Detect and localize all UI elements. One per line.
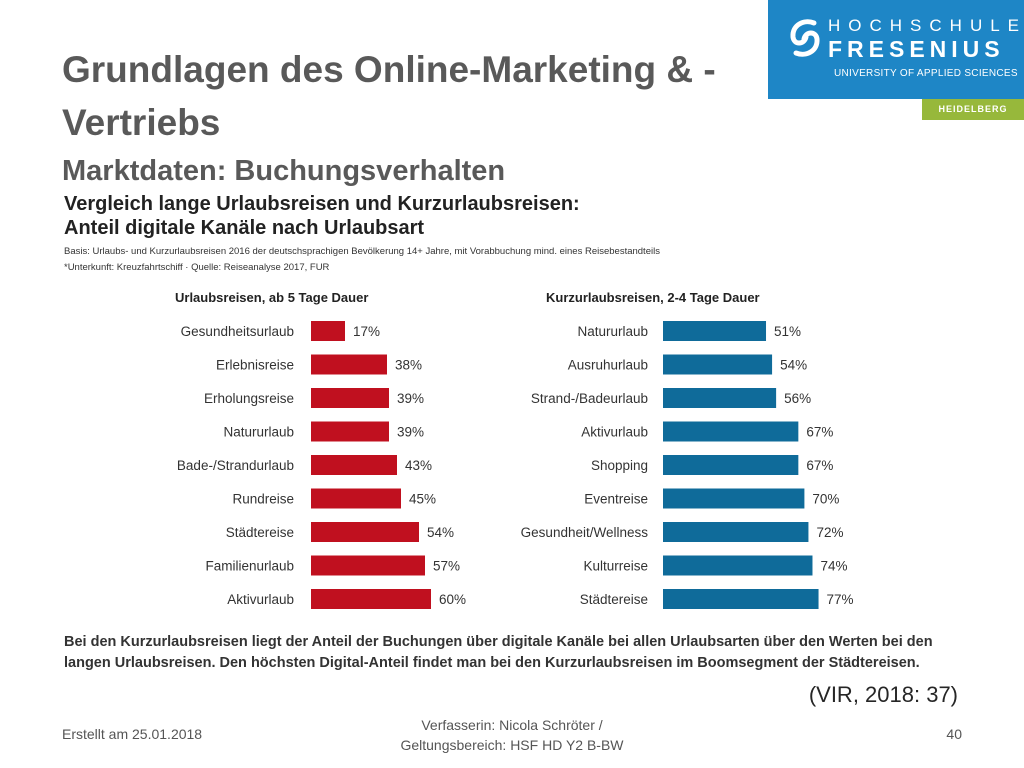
urlaubsreisen-category-label: Erlebnisreise (216, 358, 294, 373)
kurzurlaubsreisen-category-label: Strand-/Badeurlaub (531, 391, 648, 406)
kurzurlaubsreisen-category-label: Eventreise (584, 492, 648, 507)
kurzurlaubsreisen-category-label: Aktivurlaub (581, 425, 648, 440)
kurzurlaubsreisen-category-label: Kulturreise (583, 559, 648, 574)
kurzurlaubsreisen-category-label: Natururlaub (577, 324, 648, 339)
footer-author-line1: Verfasserin: Nicola Schröter / (421, 717, 603, 733)
kurzurlaubsreisen-bar (663, 321, 767, 341)
kurzurlaubsreisen-value-label: 51% (774, 324, 801, 339)
urlaubsreisen-bar (311, 455, 397, 475)
chart-basis-note: Basis: Urlaubs- und Kurzurlaubsreisen 20… (64, 246, 660, 257)
kurzurlaubsreisen-category-label: Shopping (591, 458, 648, 473)
slide-title: Grundlagen des Online-Marketing & -Vertr… (62, 49, 716, 143)
kurzurlaubsreisen-bar (663, 522, 809, 542)
urlaubsreisen-bar (311, 388, 389, 408)
kurzurlaubsreisen-bar (663, 488, 805, 509)
university-logo: HOCHSCHULE FRESENIUS UNIVERSITY OF APPLI… (768, 0, 1024, 99)
kurzurlaubsreisen-value-label: 54% (780, 358, 807, 373)
footer-created-date: Erstellt am 25.01.2018 (62, 726, 203, 742)
kurzurlaubsreisen-value-label: 77% (827, 592, 854, 607)
kurzurlaubsreisen-chart-title: Kurzurlaubsreisen, 2-4 Tage Dauer (546, 290, 760, 305)
footer-author-line2: Geltungsbereich: HSF HD Y2 B-BW (400, 737, 624, 754)
urlaubsreisen-value-label: 57% (433, 559, 460, 574)
kurzurlaubsreisen-value-label: 70% (812, 492, 839, 507)
kurzurlaubsreisen-value-label: 67% (806, 458, 833, 473)
kurzurlaubsreisen-bar (663, 455, 799, 475)
kurzurlaubsreisen-value-label: 74% (820, 559, 847, 574)
urlaubsreisen-category-label: Familienurlaub (205, 559, 294, 574)
urlaubsreisen-category-label: Aktivurlaub (227, 592, 294, 607)
kurzurlaubsreisen-bar (663, 589, 819, 609)
footer-page-number: 40 (946, 726, 962, 742)
logo-text-university: UNIVERSITY OF APPLIED SCIENCES (834, 68, 1018, 79)
urlaubsreisen-chart-title: Urlaubsreisen, ab 5 Tage Dauer (175, 290, 368, 305)
slide-subtitle: Marktdaten: Buchungsverhalten (62, 155, 506, 187)
urlaubsreisen-category-label: Natururlaub (223, 425, 294, 440)
urlaubsreisen-bar (311, 321, 345, 341)
urlaubsreisen-category-label: Rundreise (232, 492, 294, 507)
kurzurlaubsreisen-category-label: Gesundheit/Wellness (521, 525, 649, 540)
urlaubsreisen-bar (311, 589, 431, 609)
chart-heading: Vergleich lange Urlaubsreisen und Kurzur… (64, 192, 580, 240)
urlaubsreisen-category-label: Erholungsreise (204, 391, 294, 406)
kurzurlaubsreisen-value-label: 72% (816, 525, 843, 540)
logo-text-hochschule: HOCHSCHULE (828, 16, 1024, 35)
kurzurlaubsreisen-value-label: 56% (784, 391, 811, 406)
urlaubsreisen-bar (311, 354, 387, 375)
urlaubsreisen-value-label: 39% (397, 425, 424, 440)
urlaubsreisen-value-label: 45% (409, 492, 436, 507)
chart-heading-line2: Anteil digitale Kanäle nach Urlaubsart (64, 217, 425, 239)
campus-tag: HEIDELBERG (922, 99, 1024, 120)
urlaubsreisen-value-label: 60% (439, 592, 466, 607)
urlaubsreisen-value-label: 43% (405, 458, 432, 473)
kurzurlaubsreisen-bar (663, 555, 813, 576)
urlaubsreisen-bar (311, 488, 401, 509)
urlaubsreisen-value-label: 39% (397, 391, 424, 406)
logo-text-fresenius: FRESENIUS (828, 36, 1005, 62)
urlaubsreisen-value-label: 54% (427, 525, 454, 540)
summary-text: Bei den Kurzurlaubsreisen liegt der Ante… (64, 634, 933, 671)
chart-heading-line1: Vergleich lange Urlaubsreisen und Kurzur… (64, 193, 580, 215)
kurzurlaubsreisen-bar (663, 421, 799, 442)
kurzurlaubsreisen-category-label: Städtereise (580, 592, 648, 607)
urlaubsreisen-category-label: Städtereise (226, 525, 294, 540)
citation: (VIR, 2018: 37) (808, 682, 958, 707)
chart-source-note: *Unterkunft: Kreuzfahrtschiff · Quelle: … (64, 262, 330, 273)
footer-author: Verfasserin: Nicola Schröter / Geltungsb… (372, 715, 652, 756)
urlaubsreisen-category-label: Bade-/Strandurlaub (177, 458, 294, 473)
urlaubsreisen-value-label: 17% (353, 324, 380, 339)
kurzurlaubsreisen-value-label: 67% (806, 425, 833, 440)
urlaubsreisen-bar (311, 522, 419, 542)
fresenius-logo-icon (790, 19, 820, 57)
kurzurlaubsreisen-bar (663, 354, 773, 375)
urlaubsreisen-value-label: 38% (395, 358, 422, 373)
kurzurlaubsreisen-category-label: Ausruhurlaub (568, 358, 648, 373)
urlaubsreisen-bar (311, 555, 425, 576)
kurzurlaubsreisen-bar (663, 388, 777, 408)
urlaubsreisen-bar (311, 421, 389, 442)
urlaubsreisen-category-label: Gesundheitsurlaub (181, 324, 294, 339)
